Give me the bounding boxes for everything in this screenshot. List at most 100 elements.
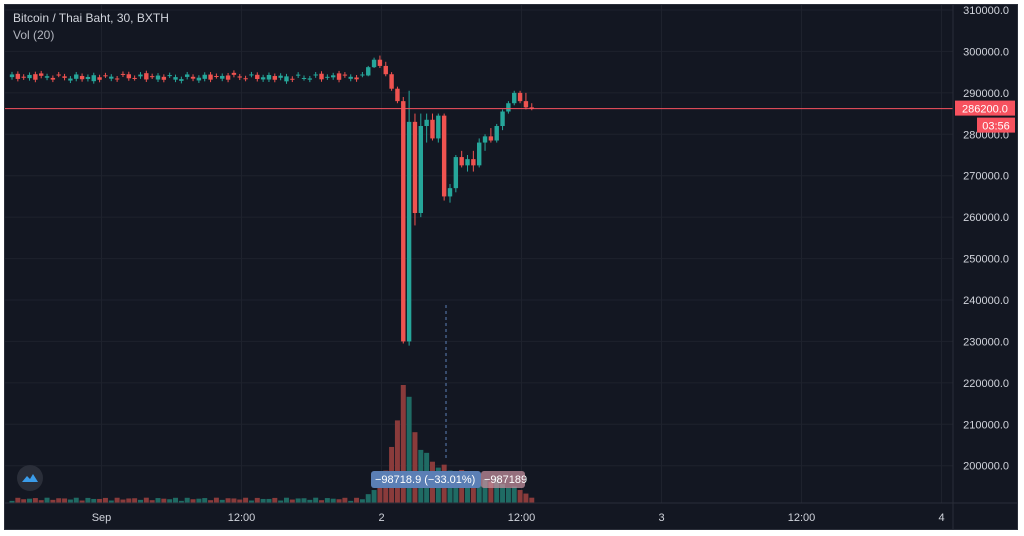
candlestick-chart[interactable]: −98718.9 (−33.01%) −987189 200000.0 21000… — [5, 5, 1017, 529]
volume-bar — [56, 498, 62, 503]
candle-body — [523, 101, 529, 108]
volume-bar — [27, 498, 33, 503]
candle-body — [506, 103, 511, 112]
candle-body — [243, 78, 248, 80]
volume-bar — [348, 500, 354, 503]
measure-volume-box — [481, 471, 525, 488]
measure-volume-text: −987189 — [484, 474, 527, 486]
time-axis[interactable]: Sep 12:00 2 12:00 3 12:00 4 — [92, 512, 945, 524]
candles — [9, 55, 534, 346]
volume-bar — [149, 500, 155, 503]
volume-bar — [494, 477, 500, 503]
candle-body — [179, 79, 184, 81]
volume-bar — [38, 500, 44, 503]
volume-bar — [295, 498, 301, 503]
volume-bar — [208, 500, 214, 503]
candle-body — [430, 119, 435, 139]
volume-bar — [412, 432, 418, 503]
candle-body — [301, 77, 307, 79]
candle-body — [307, 78, 313, 80]
price-tag-value: 286200.0 — [962, 104, 1008, 116]
volume-bar — [62, 498, 68, 503]
price-axis[interactable]: 200000.0 210000.0 220000.0 230000.0 240000.0… — [963, 5, 1009, 473]
y-tick-label: 290000.0 — [963, 88, 1009, 100]
y-tick-label: 240000.0 — [963, 295, 1009, 307]
candle-body — [354, 77, 359, 80]
candle-body — [161, 76, 167, 80]
x-tick-label: 4 — [938, 512, 944, 524]
volume-bar — [307, 499, 313, 503]
volume-bar — [365, 494, 371, 503]
candle-body — [371, 59, 377, 68]
candle-body — [237, 76, 242, 78]
candle-body — [91, 75, 96, 82]
grid-lines — [5, 5, 953, 503]
candle-body — [109, 76, 114, 79]
volume-bar — [9, 500, 15, 503]
candle-body — [132, 77, 137, 79]
candle-body — [529, 107, 534, 109]
volume-bar — [91, 498, 97, 503]
candle-body — [120, 73, 126, 75]
measure-change-text: −98718.9 (−33.01%) — [375, 474, 475, 486]
candle-body — [220, 75, 225, 79]
last-price-tag: 286200.0 03:56 — [955, 100, 1015, 133]
candle-body — [260, 77, 266, 80]
y-tick-label: 270000.0 — [963, 171, 1009, 183]
volume-bar — [102, 497, 108, 503]
volume-bar — [406, 396, 412, 503]
countdown-value: 03:56 — [982, 121, 1010, 133]
candle-body — [342, 74, 348, 76]
candle-body — [389, 74, 394, 89]
y-tick-label: 220000.0 — [963, 378, 1009, 390]
volume-bar — [184, 497, 190, 503]
volume-bar — [377, 484, 383, 503]
volume-indicator-label[interactable]: Vol (20) — [13, 28, 55, 42]
volume-bar — [272, 497, 278, 503]
candle-body — [39, 73, 44, 76]
volume-bar — [143, 497, 149, 503]
volume-bar — [301, 498, 307, 503]
tradingview-logo-icon[interactable] — [17, 465, 43, 491]
volume-bar — [319, 500, 325, 503]
x-tick-label: 12:00 — [228, 512, 256, 524]
y-tick-label: 230000.0 — [963, 336, 1009, 348]
candle-body — [278, 75, 283, 78]
candle-body — [517, 92, 523, 102]
volume-bar — [266, 498, 272, 503]
volume-bar — [400, 385, 406, 503]
x-tick-label: 12:00 — [508, 512, 536, 524]
volume-bar — [237, 499, 243, 503]
candle-body — [436, 115, 441, 139]
y-tick-label: 250000.0 — [963, 254, 1009, 266]
volume-bar — [354, 497, 360, 503]
candle-body — [447, 188, 453, 197]
volume-bar — [79, 500, 85, 503]
candle-body — [383, 65, 388, 75]
candle-body — [424, 119, 429, 126]
candle-body — [196, 77, 202, 81]
volume-bar — [505, 487, 511, 503]
volume-bar — [97, 498, 103, 503]
candle-body — [266, 75, 272, 80]
candle-body — [15, 73, 21, 79]
chart-title[interactable]: Bitcoin / Thai Baht, 30, BXTH — [13, 11, 169, 25]
x-tick-label: 12:00 — [788, 512, 816, 524]
measure-tool[interactable]: −98718.9 (−33.01%) −987189 — [371, 305, 527, 488]
volume-bar — [21, 499, 27, 503]
candle-body — [401, 101, 406, 342]
candle-body — [325, 76, 330, 78]
candle-body — [27, 74, 32, 79]
candle-body — [202, 74, 207, 79]
volume-bar — [50, 499, 56, 503]
volume-bar — [15, 497, 21, 503]
candle-body — [488, 136, 494, 141]
candle-body — [50, 77, 56, 80]
volume-bar — [85, 497, 91, 503]
candle-body — [336, 73, 342, 80]
candle-body — [360, 74, 365, 76]
candle-body — [494, 126, 499, 141]
x-tick-label: 2 — [378, 512, 384, 524]
volume-bar — [213, 497, 219, 503]
volume-bar — [202, 498, 208, 503]
